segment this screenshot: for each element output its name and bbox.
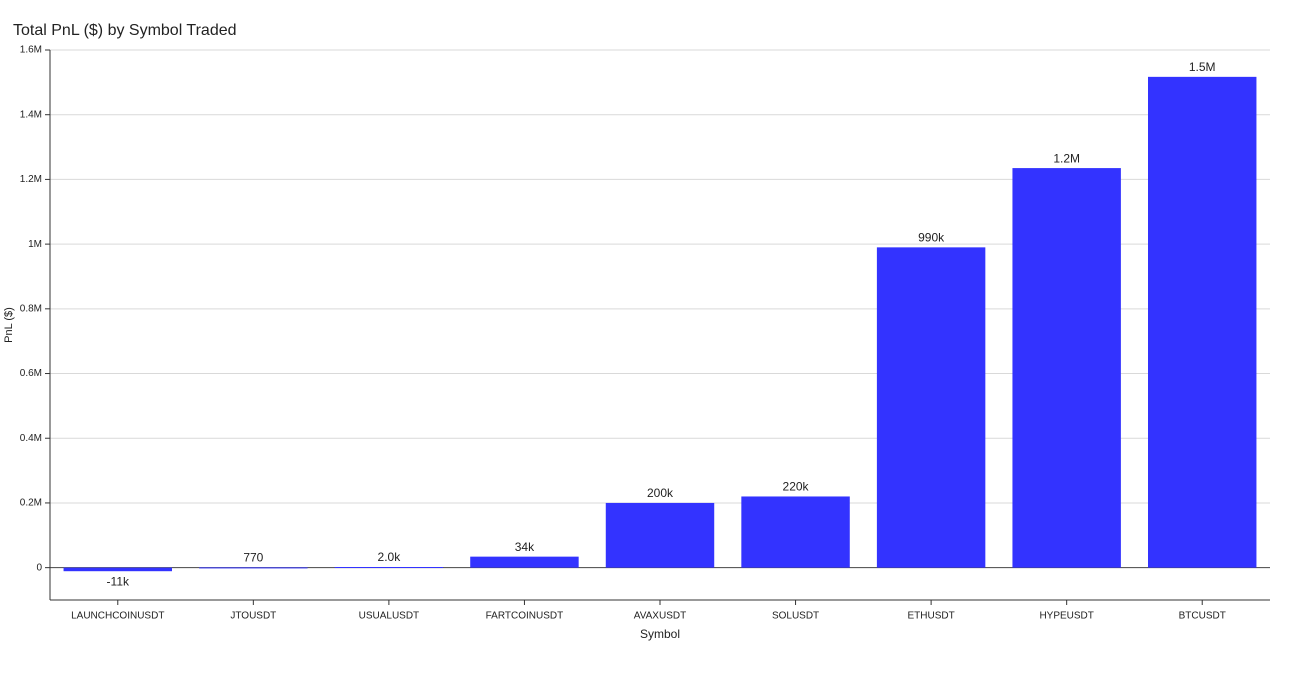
y-tick-label: 0.6M [20, 368, 42, 379]
bar [741, 496, 850, 568]
y-tick-label: 1M [28, 239, 42, 250]
y-tick-label: 0.8M [20, 303, 42, 314]
y-axis-label: PnL ($) [3, 307, 15, 343]
x-tick-label: USUALUSDT [359, 611, 420, 622]
data-label: 200k [647, 486, 674, 500]
x-tick-label: JTOUSDT [230, 611, 276, 622]
x-tick-label: BTCUSDT [1179, 611, 1226, 622]
data-label: 1.2M [1053, 151, 1080, 165]
x-tick-label: LAUNCHCOINUSDT [71, 611, 164, 622]
x-axis-label: Symbol [640, 627, 680, 641]
data-label: -11k [107, 574, 130, 588]
x-tick-label: ETHUSDT [907, 611, 954, 622]
bar [470, 556, 579, 568]
data-label: 770 [243, 551, 263, 565]
bar [334, 567, 444, 568]
x-tick-label: FARTCOINUSDT [486, 611, 564, 622]
bar [1148, 76, 1257, 568]
x-tick-label: SOLUSDT [772, 611, 819, 622]
data-label: 2.0k [378, 550, 402, 564]
y-tick-label: 0 [36, 562, 42, 573]
y-tick-label: 0.4M [20, 433, 42, 444]
y-tick-label: 0.2M [20, 498, 42, 509]
data-label: 990k [918, 231, 945, 245]
data-label: 34k [515, 540, 535, 554]
x-tick-label: HYPEUSDT [1039, 611, 1093, 622]
chart-title: Total PnL ($) by Symbol Traded [13, 22, 237, 39]
bar [876, 247, 986, 568]
y-tick-label: 1.6M [20, 45, 42, 56]
x-tick-label: AVAXUSDT [634, 611, 686, 622]
data-label: 1.5M [1189, 60, 1216, 74]
y-tick-label: 1.4M [20, 109, 42, 120]
bar [605, 502, 715, 568]
bar [63, 567, 172, 572]
bar [1012, 168, 1121, 568]
data-label: 220k [783, 480, 810, 494]
bar [199, 567, 308, 569]
y-tick-label: 1.2M [20, 174, 42, 185]
